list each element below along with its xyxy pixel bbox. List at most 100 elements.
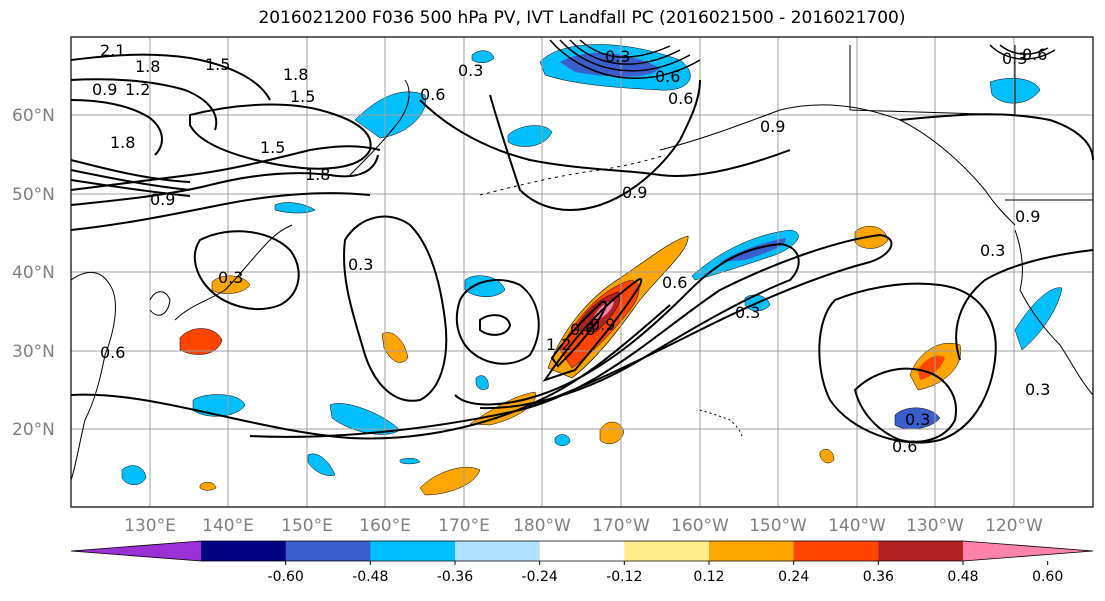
contour-0.9-north	[419, 99, 791, 177]
lon-label: 160°E	[359, 516, 411, 536]
colorbar-extension-low	[71, 541, 201, 561]
contour-label: 0.6	[420, 85, 445, 104]
contour-label: 1.8	[135, 57, 160, 76]
lat-label: 30°N	[12, 342, 55, 362]
contour-north-2	[70, 78, 218, 131]
contour-label: 0.9	[1015, 207, 1040, 226]
contour-0.3-ring	[249, 233, 893, 438]
contour-label: 0.6	[570, 320, 595, 339]
lat-label: 20°N	[12, 420, 55, 440]
contour-loop-east	[818, 282, 997, 444]
contour-label: 1.8	[283, 65, 308, 84]
contour-loop-inner	[853, 367, 957, 443]
contour-mid-high	[343, 215, 448, 402]
contour-label: 0.9	[150, 190, 175, 209]
lon-label: 140°E	[202, 516, 254, 536]
lon-label: 170°W	[592, 516, 650, 536]
contour-label: 1.5	[205, 55, 230, 74]
contour-label: 1.2	[546, 335, 571, 354]
lon-label: 120°W	[985, 516, 1043, 536]
colorbar-tick-label: 0.60	[1032, 569, 1063, 585]
contour-label: 0.3	[905, 410, 930, 429]
lon-label: 170°E	[438, 516, 490, 536]
contour-label: 0.9	[92, 80, 117, 99]
pv-contours	[70, 53, 1094, 444]
contour-north-3	[70, 99, 163, 156]
colorbar-tick-label: -0.24	[522, 569, 558, 585]
contour-west-low	[193, 230, 300, 310]
map-title: 2016021200 F036 500 hPa PV, IVT Landfall…	[258, 8, 906, 28]
lon-label: 180°W	[513, 516, 571, 536]
contour-label: 1.2	[125, 80, 150, 99]
japan-coastline	[174, 224, 293, 321]
colorbar-swatch	[878, 541, 964, 561]
lat-label: 40°N	[12, 263, 55, 283]
contour-north-1	[70, 53, 271, 101]
lon-label: 150°W	[749, 516, 807, 536]
lon-label: 130°W	[906, 516, 964, 536]
contour-east-0.3	[955, 249, 1094, 361]
colorbar-swatch	[793, 541, 879, 561]
colorbar-tick-label: -0.60	[268, 569, 304, 585]
colorbar-tick-label: 0.36	[863, 569, 894, 585]
contour-label: 1.5	[260, 138, 285, 157]
lat-label: 60°N	[12, 106, 55, 126]
contour-label: 0.3	[218, 268, 243, 287]
contour-label: 0.6	[668, 89, 693, 108]
contour-east-0.9	[899, 113, 1094, 161]
lon-label: 150°E	[281, 516, 333, 536]
aleutian-islands	[479, 154, 666, 196]
contour-1.2-core	[550, 300, 607, 368]
colorbar-tick-label: 0.24	[778, 569, 809, 585]
contour-mid-low	[455, 279, 540, 365]
colorbar-swatch	[624, 541, 710, 561]
colorbar-tick-label: -0.48	[352, 569, 388, 585]
north-america-coastline	[1014, 229, 1094, 396]
colorbar-tick-label: 0.48	[947, 569, 978, 585]
contour-label: 2.1	[100, 41, 125, 60]
korea-coastline	[149, 291, 171, 316]
contour-label: 0.3	[735, 303, 760, 322]
pv-contours-north-cluster	[549, 39, 1056, 80]
contour-0.6-loop	[454, 242, 800, 410]
hawaii-islands	[699, 409, 743, 437]
contour-label: 0.9	[622, 183, 647, 202]
lon-label: 140°W	[828, 516, 886, 536]
colorbar-swatch	[370, 541, 456, 561]
colorbar-swatch	[539, 541, 625, 561]
contour-small-loop-1	[479, 314, 512, 336]
contour-label: 0.6	[655, 67, 680, 86]
colorbar-swatch	[455, 541, 541, 561]
contour-label: 0.6	[892, 437, 917, 456]
contour-label: 0.3	[980, 241, 1005, 260]
contour-jet-tight-2	[70, 169, 191, 191]
contour-0.3-subtropics	[70, 304, 671, 440]
contour-label: 1.8	[110, 133, 135, 152]
colorbar-extension-high	[963, 541, 1093, 561]
contour-label: 0.3	[1025, 380, 1050, 399]
contour-trough-north	[489, 79, 701, 211]
longitude-labels: 130°E 140°E 150°E 160°E 170°E 180°W 170°…	[124, 516, 1043, 536]
latitude-labels: 60°N 50°N 40°N 30°N 20°N	[12, 106, 55, 440]
lon-label: 130°E	[124, 516, 176, 536]
contour-jet-tight-3	[70, 179, 191, 197]
alaska-coastline	[659, 104, 1016, 226]
contour-label: 0.3	[605, 47, 630, 66]
lat-label: 50°N	[12, 185, 55, 205]
contour-label: 0.6	[662, 273, 687, 292]
contour-jet-tight-1	[70, 159, 191, 183]
contour-label: 0.3	[348, 255, 373, 274]
contour-0.9-trough	[542, 278, 643, 382]
coastlines	[70, 45, 1094, 481]
contour-label: 0.6	[1022, 45, 1047, 64]
lon-label: 160°W	[671, 516, 729, 536]
contour-label: 1.8	[305, 165, 330, 184]
contour-label: 0.3	[1002, 49, 1027, 68]
colorbar-outline	[70, 540, 1094, 562]
contour-label: 0.9	[760, 117, 785, 136]
contour-label: 0.6	[100, 343, 125, 362]
contour-west-1.5	[70, 154, 379, 206]
asia-coastline	[70, 271, 116, 481]
colorbar-swatch	[709, 541, 795, 561]
